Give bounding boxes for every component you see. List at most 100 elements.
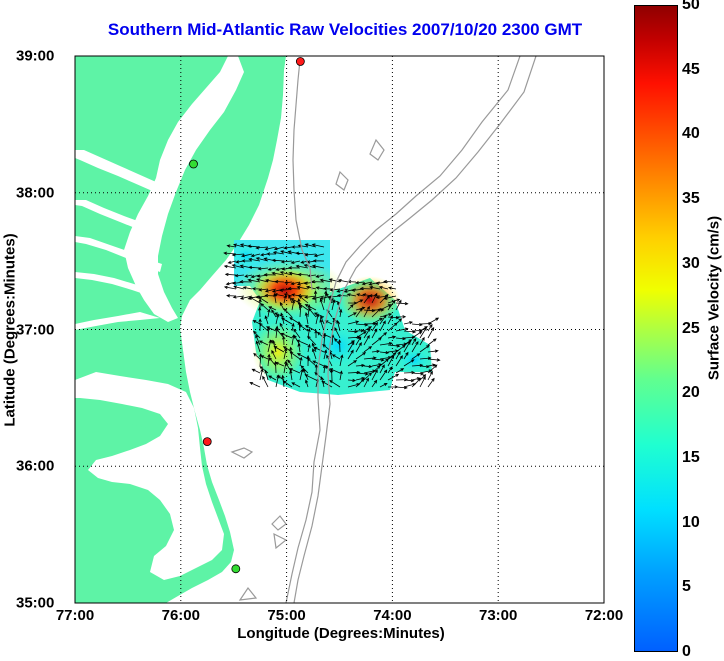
velocity-vector-arrow	[282, 346, 293, 353]
velocity-vector-arrow	[427, 358, 441, 362]
velocity-vector-arrow	[307, 335, 317, 346]
map-title: Southern Mid-Atlantic Raw Velocities 200…	[107, 20, 583, 39]
velocity-vector-arrow	[320, 315, 325, 325]
velocity-vector-arrow	[379, 320, 386, 332]
x-tick-label: 77:00	[55, 607, 95, 624]
velocity-vector-arrow	[356, 293, 365, 297]
velocity-vector-arrow	[347, 329, 359, 334]
velocity-vector-arrow	[308, 307, 317, 318]
velocity-vector-arrow	[296, 285, 309, 290]
velocity-vector-arrow	[395, 299, 402, 311]
velocity-vector-arrow	[282, 380, 293, 388]
velocity-vector-arrow	[283, 294, 287, 304]
colorbar-tick-label: 45	[682, 60, 700, 78]
velocity-vector-arrow	[403, 351, 409, 360]
velocity-vector-arrow	[268, 375, 277, 381]
velocity-vector-arrow	[226, 244, 237, 248]
velocity-vector-arrow	[280, 317, 293, 325]
velocity-vector-arrow	[274, 280, 285, 284]
velocity-vector-arrow	[304, 312, 309, 325]
velocity-vector-arrow	[315, 313, 320, 325]
velocity-vector-arrow	[290, 281, 301, 286]
velocity-vector-arrow	[298, 324, 309, 332]
velocity-vector-arrow	[258, 306, 262, 318]
velocity-vector-arrow	[305, 379, 309, 388]
velocity-vector-arrow	[267, 267, 277, 271]
velocity-vector-arrow	[355, 378, 365, 388]
y-axis-label: Latitude (Degrees:Minutes)	[1, 233, 19, 427]
velocity-vector-arrow	[247, 278, 261, 283]
velocity-vector-arrow	[306, 357, 317, 367]
velocity-vector-arrow	[427, 323, 433, 332]
velocity-vector-arrow	[227, 260, 237, 264]
velocity-vector-arrow	[304, 374, 317, 381]
velocity-vector-arrow	[363, 334, 370, 346]
velocity-vector-arrow	[395, 315, 407, 319]
rivers	[75, 200, 166, 330]
velocity-vector-arrow	[275, 374, 280, 388]
velocity-vector-arrow	[419, 327, 427, 339]
x-tick-label: 75:00	[267, 607, 306, 624]
velocity-vector-arrow	[347, 349, 354, 360]
velocity-vectors	[223, 243, 441, 390]
velocity-vector-arrow	[419, 364, 430, 369]
velocity-vector-arrow	[411, 341, 419, 353]
velocity-vector-arrow	[339, 354, 344, 367]
velocity-vector-arrow	[223, 264, 237, 269]
sound-inlet	[104, 420, 150, 442]
velocity-vector-arrow	[262, 375, 269, 388]
velocity-vector-arrow	[387, 366, 393, 374]
velocity-vector-arrow	[311, 348, 317, 360]
velocity-vector-arrow	[287, 286, 301, 291]
velocity-vector-arrow	[280, 332, 293, 339]
velocity-vector-arrow	[355, 341, 362, 353]
velocity-vector-arrow	[290, 260, 301, 264]
colorbar-tick-label: 0	[682, 643, 691, 660]
bathymetry-contours	[230, 56, 537, 603]
velocity-vector-arrow	[337, 339, 342, 353]
velocity-vector-arrow	[383, 279, 397, 284]
velocity-vector-arrow	[264, 288, 277, 293]
velocity-vector-arrow	[264, 293, 277, 298]
velocity-vector-arrow	[291, 245, 300, 249]
velocity-vector-arrow	[299, 368, 304, 381]
velocity-vector-arrow	[379, 341, 393, 346]
velocity-vector-arrow	[275, 267, 285, 271]
velocity-vector-arrow	[363, 372, 373, 381]
velocity-vector-arrow	[223, 285, 237, 290]
velocity-vector-arrow	[323, 349, 328, 360]
velocity-vector-arrow	[252, 320, 261, 325]
velocity-vector-arrow	[271, 258, 285, 263]
albemarle-pamlico-sounds	[75, 372, 224, 580]
velocity-vector-arrow	[251, 368, 261, 374]
velocity-vector-arrow	[255, 246, 269, 250]
velocity-vector-arrow	[260, 355, 269, 360]
velocity-vector-arrow	[249, 382, 261, 388]
velocity-vector-arrow	[395, 336, 407, 341]
velocity-vector-arrow	[298, 304, 303, 318]
velocity-vector-arrow	[275, 325, 279, 339]
velocity-vector-arrow	[241, 259, 253, 263]
velocity-vector-arrow	[239, 243, 253, 248]
velocity-vector-arrow	[347, 360, 358, 367]
velocity-vector-arrow	[387, 314, 393, 325]
velocity-vector-arrow	[253, 352, 261, 360]
velocity-vector-arrow	[273, 346, 285, 353]
velocity-vector-arrow	[336, 293, 349, 298]
potomac-river	[75, 150, 168, 197]
velocity-vector-arrow	[279, 301, 285, 311]
velocity-vector-arrow	[355, 280, 365, 285]
velocity-vector-arrow	[369, 285, 381, 290]
velocity-vector-arrow	[371, 292, 378, 304]
velocity-vector-arrow	[251, 287, 261, 291]
velocity-vector-arrow	[363, 346, 373, 353]
velocity-vector-arrow	[234, 273, 245, 278]
velocity-vector-arrow	[313, 290, 318, 304]
velocity-vector-arrow	[231, 253, 245, 257]
velocity-vector-arrow	[322, 364, 327, 374]
velocity-vector-arrow	[315, 274, 325, 278]
velocity-vector-arrow	[346, 293, 357, 297]
velocity-vector-arrow	[339, 308, 343, 318]
velocity-vector-arrow	[271, 309, 277, 318]
velocity-vector-arrow	[379, 382, 388, 388]
